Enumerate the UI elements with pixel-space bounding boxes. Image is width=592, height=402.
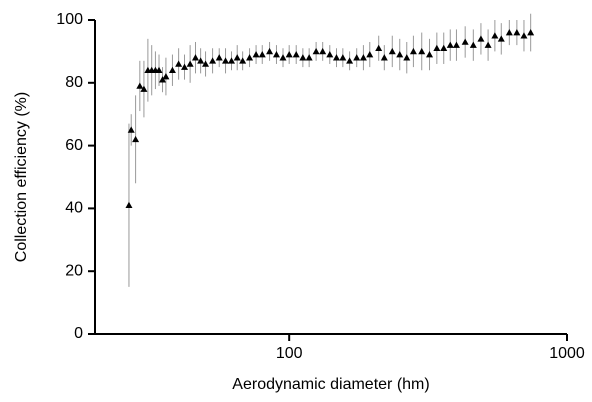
data-point <box>446 41 454 48</box>
data-point <box>155 66 163 74</box>
data-point <box>409 47 417 55</box>
y-tick-label: 80 <box>65 74 83 91</box>
data-point <box>272 51 280 58</box>
data-point <box>332 54 340 61</box>
y-axis-label: Collection efficiency (%) <box>13 92 30 262</box>
data-point <box>239 57 247 64</box>
data-point <box>380 54 388 61</box>
data-point <box>292 51 300 58</box>
data-point <box>279 54 287 61</box>
data-point <box>305 54 313 61</box>
data-point <box>285 51 293 58</box>
y-tick-label: 100 <box>56 11 83 28</box>
data-point <box>484 41 492 48</box>
data-point <box>136 82 144 89</box>
data-point <box>312 47 320 55</box>
data-point <box>202 60 210 67</box>
data-point <box>440 44 448 52</box>
y-tick-label: 0 <box>74 325 83 342</box>
data-point <box>246 54 254 61</box>
data-point <box>140 85 148 92</box>
y-tick-label: 20 <box>65 262 83 279</box>
y-tick-label: 60 <box>65 137 83 154</box>
data-point <box>339 54 347 61</box>
data-point <box>326 51 334 58</box>
data-point <box>359 54 367 61</box>
data-point <box>403 54 411 61</box>
data-point <box>366 51 374 58</box>
data-point <box>186 60 194 67</box>
x-axis-label: Aerodynamic diameter (hm) <box>232 376 429 393</box>
data-point <box>418 47 426 55</box>
data-point <box>252 51 260 58</box>
data-point <box>452 41 460 48</box>
data-point <box>127 126 135 133</box>
data-point <box>461 38 469 45</box>
data-point <box>491 32 499 39</box>
data-point <box>513 29 521 36</box>
data-point <box>162 73 170 80</box>
data-point <box>175 60 183 67</box>
data-point <box>388 47 396 55</box>
data-point <box>396 51 404 58</box>
data-point <box>520 32 528 39</box>
data-point <box>426 51 434 58</box>
data-point <box>222 57 230 64</box>
data-point <box>505 29 513 36</box>
data-point <box>228 57 236 64</box>
y-tick-label: 40 <box>65 200 83 217</box>
data-point <box>319 47 327 55</box>
data-point <box>375 44 383 52</box>
data-point <box>258 51 266 58</box>
data-point <box>191 54 199 61</box>
data-point <box>181 63 189 70</box>
data-point <box>132 135 140 143</box>
data-point <box>197 57 205 64</box>
data-point <box>209 57 217 64</box>
data-point <box>233 54 241 61</box>
data-point <box>168 66 176 74</box>
data-point <box>469 41 477 48</box>
data-point <box>346 57 354 64</box>
x-tick-label: 100 <box>276 345 303 362</box>
data-point <box>527 29 535 36</box>
data-point <box>215 54 223 61</box>
x-tick-label: 1000 <box>549 345 585 362</box>
data-point <box>433 44 441 52</box>
data-point <box>266 47 274 55</box>
data-point <box>497 35 505 42</box>
data-point <box>299 54 307 61</box>
data-point <box>353 54 361 61</box>
data-point <box>477 35 485 42</box>
data-point <box>125 201 133 209</box>
